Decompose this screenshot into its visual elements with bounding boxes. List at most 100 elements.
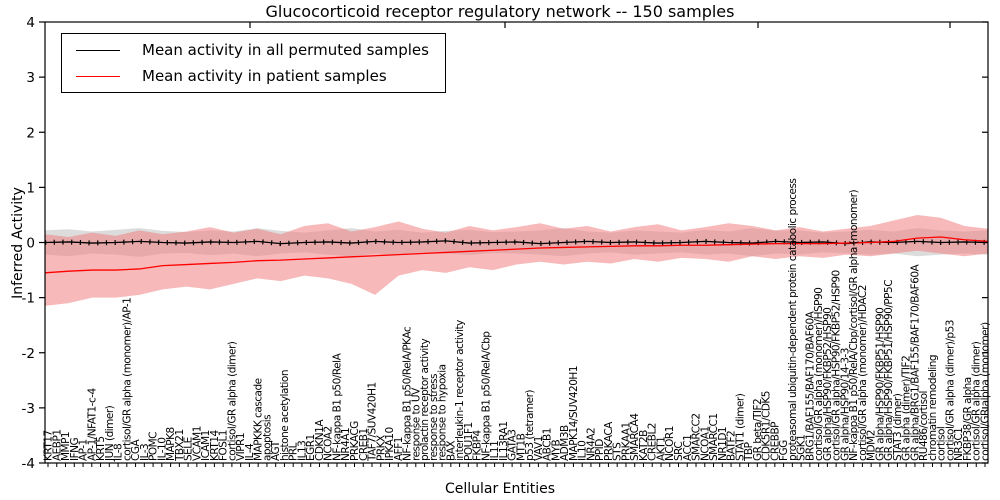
x-tick-label: STAT3 (dimer) xyxy=(892,393,904,461)
patient-line-swatch xyxy=(76,75,120,77)
x-tick-label: cortisol/GR alpha (monomer)/AP-1 xyxy=(121,298,133,461)
x-tick-label: IL-4 xyxy=(244,443,256,461)
x-tick-label: AFF1 xyxy=(393,437,405,461)
x-tick-label: EGR1 xyxy=(305,434,317,461)
x-tick-label: FOSL1 xyxy=(218,430,230,461)
x-tick-label: SMARCC1 xyxy=(708,413,720,461)
x-tick-label: CDKN1A xyxy=(314,419,326,461)
permuted-line-swatch xyxy=(76,49,120,51)
x-tick-label: SMARCA4 xyxy=(629,413,641,461)
y-tick-label: -3 xyxy=(22,401,35,417)
x-tick-label: MDM2 xyxy=(866,430,878,461)
x-tick-label: response to UV xyxy=(410,387,422,461)
x-tick-label: MMP1 xyxy=(60,432,72,461)
x-tick-label: GR alpha/HSP90/FKBP51/HSP90 xyxy=(874,308,886,461)
x-tick-label: CREBBP xyxy=(769,422,781,461)
x-tick-label: cortisol/GR alpha (dimer)/p53 xyxy=(944,320,956,461)
x-tick-label: IL11 xyxy=(489,441,501,461)
legend: Mean activity in all permuted samples Me… xyxy=(61,33,446,93)
x-tick-label: IL-8 xyxy=(113,444,125,461)
x-tick-label: RU486/cortisol xyxy=(918,391,930,461)
series-line xyxy=(44,236,989,274)
x-tick-label: KAT2B xyxy=(638,430,650,461)
y-tick-label: 1 xyxy=(26,180,35,196)
x-tick-label: NF-kappa B1 p50/RelA/Cbp xyxy=(480,331,492,461)
x-tick-label: TAF7/SUV420H1 xyxy=(367,382,379,462)
x-tick-label: SELE xyxy=(183,437,195,461)
x-tick-label: chromatin remodeling xyxy=(927,355,939,461)
x-tick-label: IL13RA1 xyxy=(498,421,510,461)
x-tick-label: NR1D1 xyxy=(717,427,729,461)
x-tick-label: STS xyxy=(612,442,624,461)
y-tick-label: -2 xyxy=(22,346,35,362)
y-tick-label: 3 xyxy=(26,70,35,86)
x-tick-label: CDK5R1/CDK5 xyxy=(761,391,773,461)
x-tick-label: PRKX xyxy=(375,435,387,461)
x-tick-label: NCOA2 xyxy=(323,426,335,461)
x-tick-label: SRC xyxy=(673,442,685,461)
x-tick-label: MAPK8 xyxy=(165,427,177,461)
x-tick-label: ADM3B xyxy=(559,425,571,461)
x-tick-label: FKBP38/GR alpha xyxy=(962,377,974,461)
x-tick-label: NF-kappa B1 p50/RelA/Cbp/cortisol/GR alp… xyxy=(848,190,860,461)
band xyxy=(45,214,988,306)
x-tick-label: SGK1 xyxy=(796,435,808,461)
x-tick-label: histone acetylation xyxy=(279,370,291,461)
x-tick-label: NR4A1 xyxy=(340,428,352,461)
x-tick-label: PPID xyxy=(594,439,606,461)
x-tick-label: cortisol/GR alpha (monomer) xyxy=(980,322,992,461)
x-tick-label: JUN (dimer) xyxy=(104,405,116,462)
x-tick-label: IFNG xyxy=(69,438,81,461)
x-tick-label: ICAM1 xyxy=(200,430,212,461)
x-tick-label: IL10 xyxy=(577,441,589,461)
x-tick-label: NCOR1 xyxy=(664,426,676,461)
x-axis-label: Cellular Entities xyxy=(444,481,556,497)
legend-label-permuted: Mean activity in all permuted samples xyxy=(142,41,429,59)
x-tick-label: GR alpha (dimer)/TIF2 xyxy=(901,356,913,461)
x-tick-label: MYB xyxy=(550,440,562,461)
x-tick-label: GR alpha/BRG1/BAF155/BAF170/BAF60A xyxy=(909,263,921,461)
x-tick-label: prolactin receptor activity xyxy=(419,339,431,461)
x-tick-label: PRKACG xyxy=(349,421,361,461)
x-tick-label: VCAM1 xyxy=(191,426,203,461)
y-tick-label: -4 xyxy=(22,456,35,472)
x-tick-label: cortisol xyxy=(936,427,948,461)
legend-item-patient: Mean activity in patient samples xyxy=(76,67,429,85)
x-tick-label: NR3C1 xyxy=(953,428,965,461)
y-tick-label: 4 xyxy=(26,15,35,31)
x-tick-label: NF-kappa B1 p50/RelA xyxy=(331,352,343,461)
y-tick-label: -1 xyxy=(22,291,35,307)
x-tick-label: POMC xyxy=(148,432,160,461)
x-tick-label: cortisol/GR alpha (dimer) xyxy=(226,341,238,461)
x-tick-label: AP-1/NFAT1-c-4 xyxy=(86,387,98,461)
x-tick-label: AEBP1 xyxy=(51,429,63,461)
x-tick-label: interleukin-1 receptor activity xyxy=(454,320,466,461)
x-tick-label: KRT17 xyxy=(43,430,55,461)
y-tick-label: 2 xyxy=(26,125,35,141)
x-tick-label: response to stress xyxy=(428,374,440,461)
legend-item-permuted: Mean activity in all permuted samples xyxy=(76,41,429,59)
legend-label-patient: Mean activity in patient samples xyxy=(142,67,387,85)
x-tick-label: BRG1/BAF155/BAF170/BAF60A xyxy=(804,310,816,461)
x-tick-label: GR beta/TIF2 xyxy=(752,399,764,461)
x-tick-label: GR alpha/HSP90/14-3-3 xyxy=(839,348,851,461)
x-tick-label: MAPK14/SUV420H1 xyxy=(568,366,580,461)
x-tick-label: FGG xyxy=(778,440,790,461)
x-tick-label: IPKA10 xyxy=(384,427,396,461)
x-tick-label: PRL xyxy=(288,442,300,461)
x-tick-label: STAT1 (dimer) xyxy=(734,393,746,461)
x-tick-label: NF-kappa B1 p50/RelA/PKAc xyxy=(402,326,414,461)
x-tick-label: GR alpha/HSP90/FKBP51/HSP90/PP5C xyxy=(883,280,895,461)
x-tick-label: NCOA1 xyxy=(699,426,711,461)
x-tick-label: TBX21 xyxy=(174,429,186,462)
x-tick-label: SMARCC2 xyxy=(691,413,703,461)
x-tick-label: response to hypoxia xyxy=(437,364,449,461)
x-tick-label: cortisol/GR alpha (dimer) xyxy=(971,341,983,461)
x-tick-label: NR4A2 xyxy=(585,428,597,461)
chart-title: Glucocorticoid receptor regulatory netwo… xyxy=(265,2,735,21)
x-tick-label: ABCB1 xyxy=(542,428,554,461)
x-tick-label: AKT1 xyxy=(655,437,667,461)
x-tick-label: proteasomal ubiquitin-dependent protein … xyxy=(787,179,799,461)
